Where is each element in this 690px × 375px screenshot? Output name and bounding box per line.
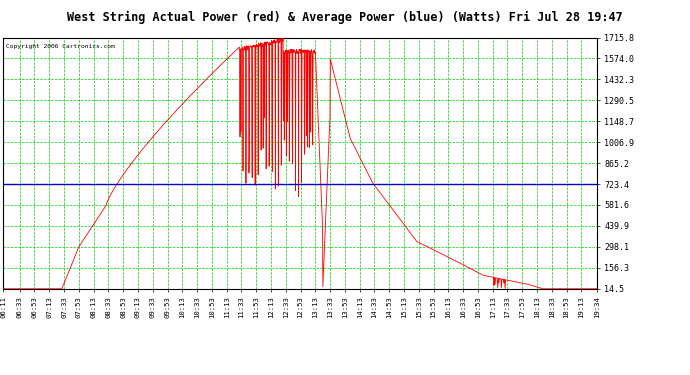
Text: West String Actual Power (red) & Average Power (blue) (Watts) Fri Jul 28 19:47: West String Actual Power (red) & Average…	[67, 11, 623, 24]
Text: Copyright 2006 Cartronics.com: Copyright 2006 Cartronics.com	[6, 44, 115, 49]
